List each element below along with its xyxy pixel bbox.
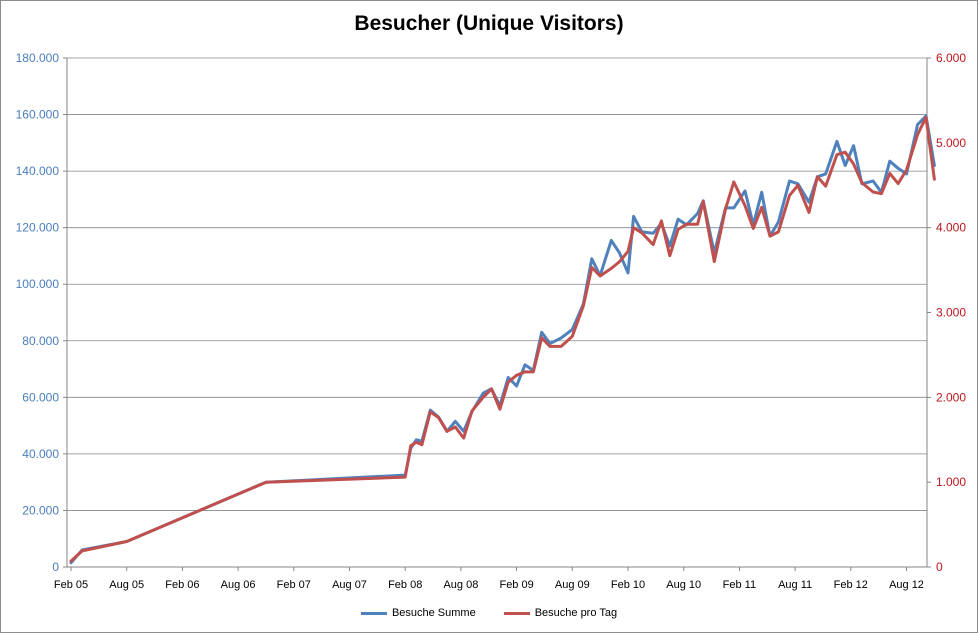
legend-item-series-0: Besuche Summe <box>360 607 476 619</box>
series-lines <box>69 114 936 565</box>
x-tick-label-11: Aug 10 <box>666 579 701 591</box>
x-tick-label-4: Feb 07 <box>277 579 311 591</box>
chart-title: Besucher (Unique Visitors) <box>354 12 624 35</box>
legend-swatch-series-0 <box>360 611 387 615</box>
x-tick-label-10: Feb 10 <box>611 579 645 591</box>
legend-label-series-1: Besuche pro Tag <box>534 607 618 619</box>
x-tick-label-1: Aug 05 <box>109 579 144 591</box>
x-tick-label-13: Aug 11 <box>778 579 812 591</box>
x-tick-label-6: Feb 08 <box>388 579 422 591</box>
y-left-tick-label-1: 20.000 <box>22 503 59 517</box>
x-tick-label-15: Aug 12 <box>889 579 924 591</box>
y-right-tick-label-6: 6.000 <box>936 51 966 65</box>
y-left-tick-label-3: 60.000 <box>22 390 59 404</box>
legend-item-series-1: Besuche pro Tag <box>503 607 618 619</box>
series-line-0 <box>69 114 936 565</box>
chart-legend: Besuche Summe Besuche pro Tag <box>1 603 977 623</box>
x-tick-label-0: Feb 05 <box>54 579 88 591</box>
y-right-tick-label-0: 0 <box>936 560 943 574</box>
y-left-tick-label-0: 0 <box>52 560 59 574</box>
y-right-tick-label-5: 5.000 <box>936 136 966 150</box>
x-tick-label-2: Feb 06 <box>165 579 199 591</box>
y-left-tick-label-6: 120.000 <box>16 221 60 235</box>
legend-swatch-series-1 <box>503 611 530 615</box>
x-tick-label-5: Aug 07 <box>332 579 367 591</box>
y-left-tick-label-9: 180.000 <box>16 51 60 65</box>
y-left-tick-label-2: 40.000 <box>22 447 59 461</box>
x-tick-label-8: Feb 09 <box>499 579 533 591</box>
y-left-tick-label-8: 160.000 <box>16 108 60 122</box>
axes: 0 20.000 40.000 60.000 80.000 100.000 120.000 1… <box>16 51 967 591</box>
series-line-1 <box>69 115 936 563</box>
y-right-tick-label-3: 3.000 <box>936 306 966 320</box>
line-chart: 0 20.000 40.000 60.000 80.000 100.000 120.000 1… <box>16 51 967 591</box>
y-left-tick-label-5: 100.000 <box>16 277 60 291</box>
legend-label-series-0: Besuche Summe <box>391 607 476 619</box>
y-left-tick-label-4: 80.000 <box>22 334 59 348</box>
y-right-tick-label-1: 1.000 <box>936 475 966 489</box>
x-tick-label-3: Aug 06 <box>221 579 256 591</box>
x-tick-label-14: Feb 12 <box>834 579 868 591</box>
y-right-tick-label-4: 4.000 <box>936 221 966 235</box>
gridlines <box>67 57 927 511</box>
y-left-tick-label-7: 140.000 <box>16 164 60 178</box>
x-tick-label-12: Feb 11 <box>723 579 756 591</box>
x-tick-label-9: Aug 09 <box>555 579 590 591</box>
y-right-tick-label-2: 2.000 <box>936 390 966 404</box>
x-tick-label-7: Aug 08 <box>443 579 478 591</box>
